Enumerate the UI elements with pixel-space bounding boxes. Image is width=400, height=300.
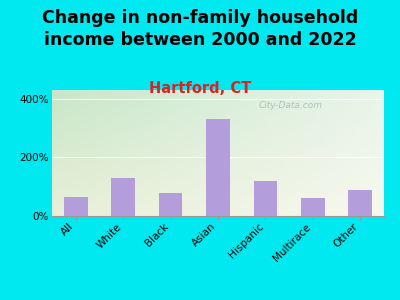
- Text: Hartford, CT: Hartford, CT: [149, 81, 251, 96]
- Bar: [64, 197, 88, 216]
- Bar: [301, 198, 325, 216]
- Bar: [159, 193, 182, 216]
- Text: City-Data.com: City-Data.com: [259, 100, 323, 109]
- Bar: [206, 119, 230, 216]
- Text: Change in non-family household
income between 2000 and 2022: Change in non-family household income be…: [42, 9, 358, 49]
- Bar: [254, 181, 277, 216]
- Bar: [348, 190, 372, 216]
- Bar: [111, 178, 135, 216]
